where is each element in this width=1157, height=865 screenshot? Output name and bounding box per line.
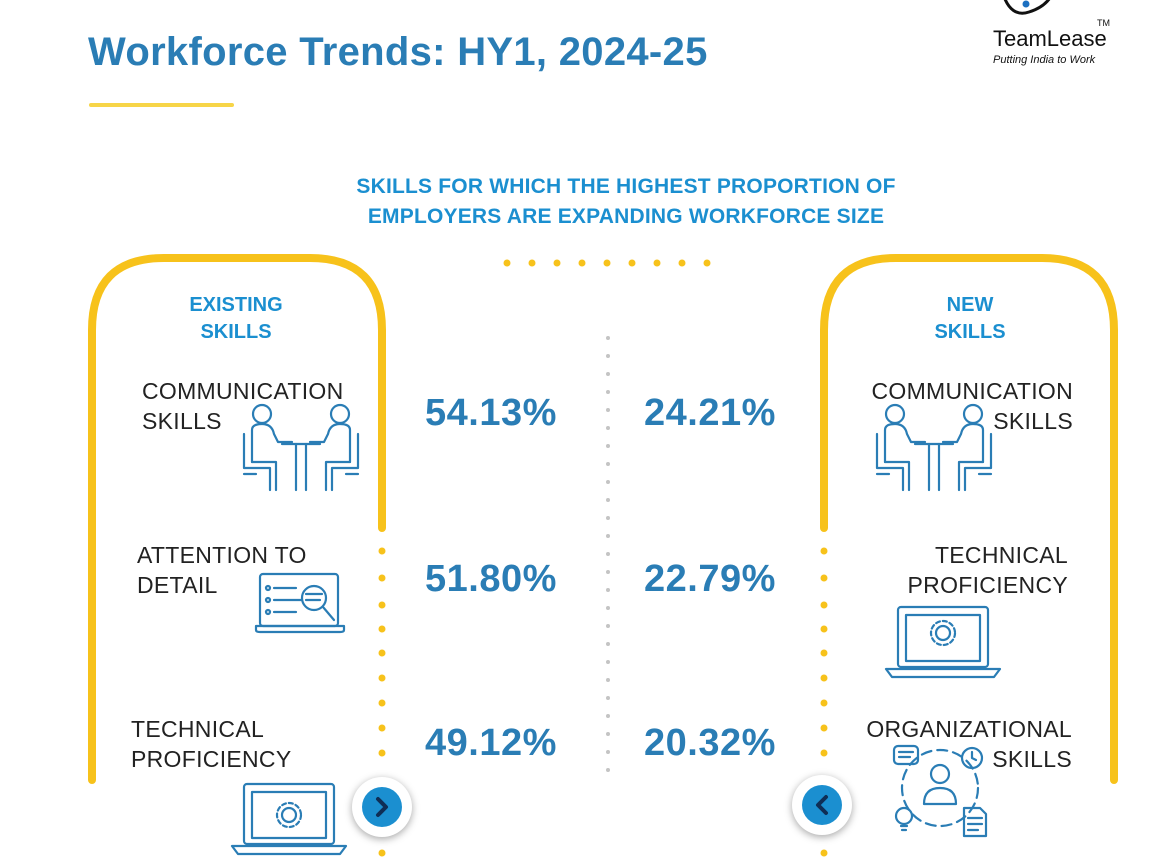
existing-heading-line-1: EXISTING [189,294,283,316]
chevron-right-icon [376,797,388,817]
existing-skills-heading: EXISTING SKILLS [150,292,322,346]
existing-heading-line-2: SKILLS [200,321,272,343]
new-skill-1-line-1: COMMUNICATION [871,378,1073,404]
meeting-icon [242,403,360,492]
new-value-1: 24.21% [644,392,776,434]
logo-trademark: TM [1097,18,1110,28]
new-skill-1-line-2: SKILLS [993,408,1073,434]
previous-button[interactable] [792,775,852,835]
new-skill-3-line-2: SKILLS [992,746,1072,772]
existing-value-3: 49.12% [425,722,557,764]
meeting-icon [875,403,993,492]
laptop-gear-icon [884,605,1002,679]
existing-skill-2-line-2: DETAIL [137,572,218,598]
new-value-3: 20.32% [644,722,776,764]
section-subtitle: SKILLS FOR WHICH THE HIGHEST PROPORTION … [300,172,952,232]
logo-mark-icon [1003,0,1051,15]
new-skill-3-line-1: ORGANIZATIONAL [866,716,1072,742]
existing-skill-1-line-1: COMMUNICATION [142,378,344,404]
new-skill-2-line-2: PROFICIENCY [907,572,1068,598]
subtitle-line-1: SKILLS FOR WHICH THE HIGHEST PROPORTION … [356,175,896,198]
magnifier-document-icon [254,572,346,634]
existing-skill-2-line-1: ATTENTION TO [137,542,307,568]
logo-tagline: Putting India to Work [993,54,1096,66]
logo-name: TeamLease [993,26,1107,51]
new-skill-2-line-1: TECHNICAL [934,542,1068,568]
page-title: Workforce Trends: HY1, 2024-25 [88,30,708,74]
new-heading-line-2: SKILLS [934,321,1006,343]
new-skill-3: ORGANIZATIONAL SKILLS [864,714,1072,774]
next-button-circle [362,787,402,827]
existing-skill-2: ATTENTION TO DETAIL [137,540,307,600]
new-skill-1: COMMUNICATION SKILLS [865,376,1073,436]
laptop-gear-icon [230,782,348,856]
organization-network-icon [892,744,988,838]
chevron-left-icon [816,795,828,815]
teamlease-logo: TeamLease TM Putting India to Work [985,0,1155,70]
existing-skill-3: TECHNICAL PROFICIENCY [131,714,291,774]
dotted-separator [503,259,711,267]
next-button[interactable] [352,777,412,837]
new-skill-2: TECHNICAL PROFICIENCY [880,540,1068,600]
previous-button-circle [802,785,842,825]
new-value-2: 22.79% [644,558,776,600]
existing-value-1: 54.13% [425,392,557,434]
existing-skill-1: COMMUNICATION SKILLS [142,376,344,436]
subtitle-line-2: EMPLOYERS ARE EXPANDING WORKFORCE SIZE [367,205,885,228]
existing-skill-1-line-2: SKILLS [142,408,222,434]
new-skills-heading: NEW SKILLS [900,292,1040,346]
existing-value-2: 51.80% [425,558,557,600]
existing-skill-3-line-2: PROFICIENCY [131,746,292,772]
title-underline [89,103,234,107]
new-heading-line-1: NEW [946,294,994,316]
existing-skill-3-line-1: TECHNICAL [131,716,265,742]
